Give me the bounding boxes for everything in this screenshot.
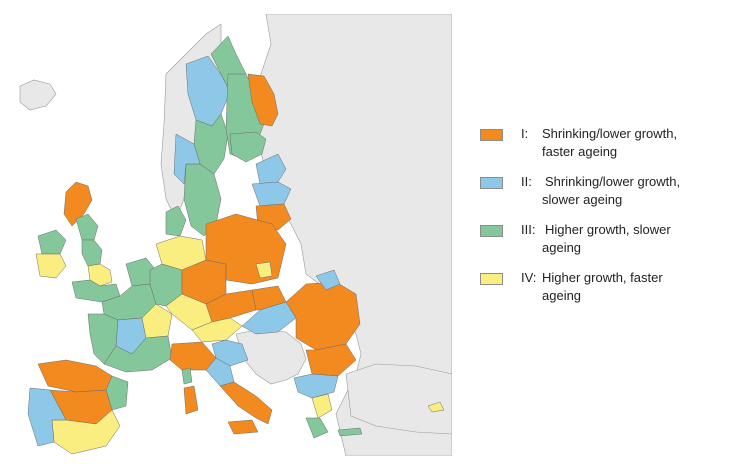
region-spain-south <box>51 409 121 455</box>
region-finland-south <box>229 131 267 163</box>
legend-code: II: <box>521 174 532 189</box>
region-sicily <box>227 419 259 435</box>
region-finland-east <box>247 73 279 127</box>
region-crete <box>337 427 363 437</box>
europe-map <box>16 14 452 456</box>
legend-label-cont: ageing <box>542 288 582 303</box>
region-england-north <box>81 239 103 267</box>
legend-swatch-blue <box>480 177 503 189</box>
legend-item-iv: IV: Higher growth, faster ageing <box>480 270 720 318</box>
legend-swatch-yellow <box>480 273 503 285</box>
region-greece-north <box>293 373 339 399</box>
legend-item-iii: III: Higher growth, slower ageing <box>480 222 720 270</box>
legend-label-cont: ageing <box>542 240 582 255</box>
region-moldova-edge <box>315 269 341 291</box>
region-latvia <box>251 181 292 207</box>
legend-label-cont: slower ageing <box>542 192 623 207</box>
legend-code: IV: <box>521 270 537 285</box>
region-denmark <box>165 205 187 237</box>
legend-code: I: <box>521 126 529 141</box>
region-greece-south <box>305 417 329 439</box>
legend-swatch-orange <box>480 129 503 141</box>
non-eu-land-iceland <box>19 79 57 111</box>
region-scotland-north <box>63 181 93 227</box>
region-england-south <box>71 279 121 303</box>
region-italy-south <box>219 381 273 425</box>
legend-label: Shrinking/lower growth, <box>542 126 678 141</box>
legend-label: Shrinking/lower growth, <box>545 174 681 189</box>
region-corsica <box>181 367 193 385</box>
region-sardinia <box>183 385 199 415</box>
legend-item-ii: II: Shrinking/lower growth, slower agein… <box>480 174 720 222</box>
region-scotland-south <box>75 213 99 241</box>
region-france-east <box>141 303 173 339</box>
region-portugal <box>27 387 67 447</box>
europe-map-svg <box>19 14 452 456</box>
region-france-south <box>103 335 173 373</box>
region-italy-centre <box>205 357 235 387</box>
region-poland-centre <box>255 261 273 279</box>
legend-code: III: <box>521 222 536 237</box>
legend-label-cont: faster ageing <box>542 144 618 159</box>
region-bulgaria <box>305 343 357 377</box>
legend-swatch-green <box>480 225 503 237</box>
region-ireland-north <box>37 229 67 255</box>
region-romania <box>285 281 361 351</box>
region-spain-north <box>37 359 113 393</box>
legend-label: Higher growth, faster <box>542 270 663 285</box>
region-ireland-south <box>35 253 67 279</box>
legend-label: Higher growth, slower <box>545 222 671 237</box>
legend: I: Shrinking/lower growth, faster ageing… <box>480 126 720 318</box>
region-greece-centre <box>311 393 333 419</box>
non-eu-land-turkey <box>345 363 452 435</box>
region-italy-north <box>169 341 217 371</box>
region-norway-mid <box>173 133 201 185</box>
legend-item-i: I: Shrinking/lower growth, faster ageing <box>480 126 720 174</box>
region-estonia <box>255 153 287 185</box>
region-cyprus <box>427 401 445 413</box>
